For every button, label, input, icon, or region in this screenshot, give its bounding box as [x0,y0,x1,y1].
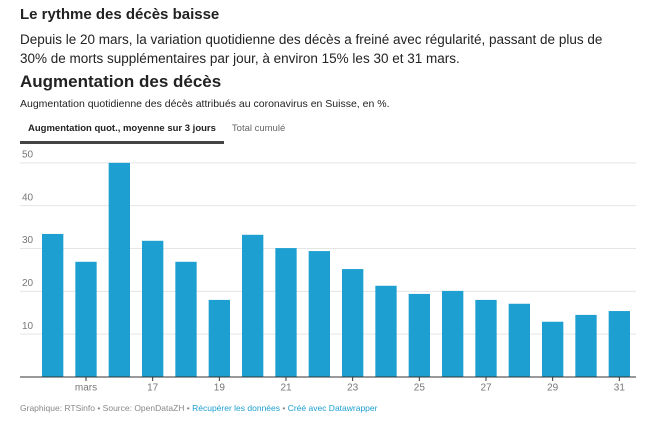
bar [375,285,397,377]
x-tick-label: 27 [480,383,492,394]
bar [408,293,430,377]
bar [275,248,297,377]
link[interactable]: Créé avec Datawrapper [287,403,378,413]
link[interactable]: Récupérer les données [192,403,280,413]
x-tick-label: 17 [147,383,159,394]
bar [342,269,364,377]
x-tick-label: 23 [347,383,359,394]
x-tick-label: 25 [414,383,426,394]
separator: • [280,403,288,413]
y-tick-label: 10 [22,321,34,332]
chart: 10 20 30 40 50 mars 17 19 21 23 25 27 29 31 [20,149,636,394]
bar [575,314,597,377]
bar [208,299,230,377]
heading: Le rythme des décès baisse [20,6,220,23]
footer: Graphique: RTSinfo • Source: OpenDataZH … [20,403,377,413]
credit: Graphique: RTSinfo • Source: OpenDataZH … [20,403,193,413]
bar [442,290,464,377]
x-tick-label: 29 [547,383,559,394]
bar [542,321,564,377]
y-tick-label: 40 [22,192,34,203]
chart-title: Augmentation des décès [20,72,222,91]
y-tick-label: 30 [22,235,34,246]
bar [475,299,497,377]
tabs: Augmentation quot., moyenne sur 3 jours … [20,120,293,144]
y-tick-label: 50 [22,149,34,160]
tab[interactable]: Augmentation quot., moyenne sur 3 jours [20,120,224,144]
x-tick-label: mars [75,383,97,394]
y-tick-label: 20 [22,278,34,289]
bar [608,311,630,377]
x-tick-label: 31 [614,383,626,394]
bar [142,240,164,377]
bar [42,233,64,377]
intro: Depuis le 20 mars, la variation quotidie… [20,32,603,66]
tab[interactable]: Total cumulé [231,123,286,134]
bar [75,261,97,377]
bar [508,303,530,377]
x-tick-label: 21 [280,383,292,394]
bar [242,234,264,377]
x-tick-label: 19 [214,383,226,394]
bar [175,261,197,377]
chart-subtitle: Augmentation quotidienne des décès attri… [20,98,390,110]
bar [308,251,330,377]
bar [108,162,130,377]
